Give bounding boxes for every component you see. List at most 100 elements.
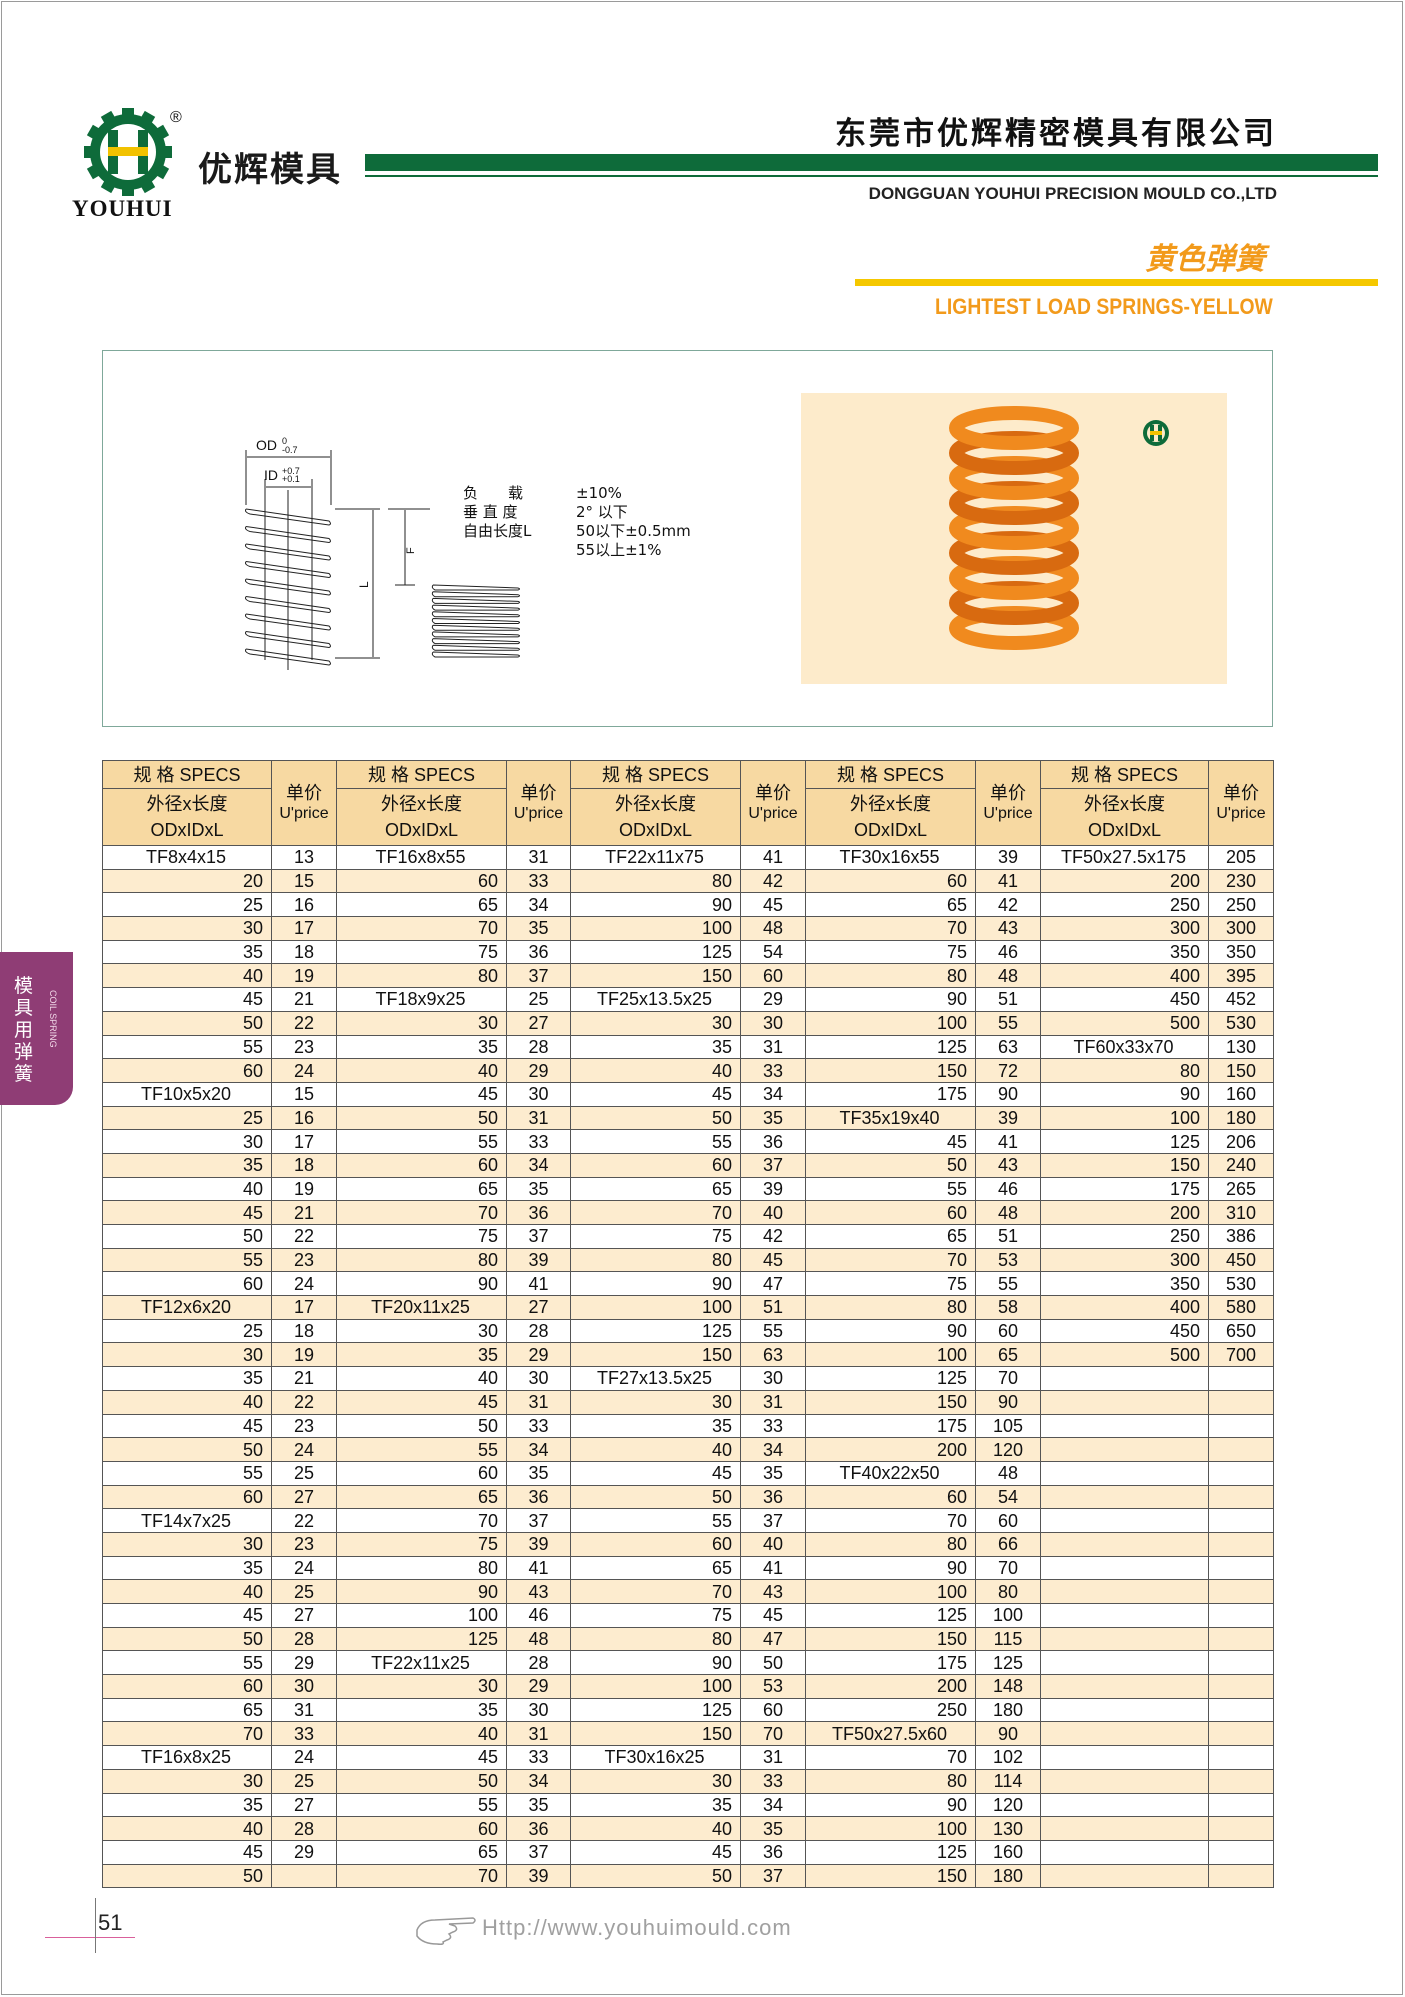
table-row: 20 15 60 33 80 42 60 41 200 230 xyxy=(102,868,1274,894)
price-cell: 45 xyxy=(740,1603,806,1628)
side-section-tab xyxy=(0,952,73,1105)
price-cell: 36 xyxy=(506,1816,571,1841)
price-cell: 39 xyxy=(975,1105,1041,1131)
spec-cell: 50 xyxy=(102,1863,272,1889)
price-cell: 19 xyxy=(271,1176,337,1202)
spec-cell: 70 xyxy=(336,916,507,941)
spec-cell: TF22x11x25 xyxy=(336,1650,507,1676)
price-cell: 130 xyxy=(1208,1034,1274,1060)
price-cell: 34 xyxy=(740,1437,806,1462)
spec-cell: 90 xyxy=(570,892,741,918)
spec-cell: 100 xyxy=(805,1010,976,1036)
price-cell: 160 xyxy=(1208,1081,1274,1107)
price-cell: 39 xyxy=(506,1863,571,1889)
price-cell: 54 xyxy=(740,939,806,965)
table-row: TF10x5x20 15 45 30 45 34 175 90 90 160 xyxy=(102,1081,1274,1107)
price-cell: 48 xyxy=(506,1626,571,1652)
dimension-header: 外径x长度 ODxIDxL xyxy=(102,788,272,846)
table-row: 35 24 80 41 65 41 90 70 xyxy=(102,1555,1274,1581)
price-cell: 29 xyxy=(506,1058,571,1083)
svg-text:OD: OD xyxy=(256,437,277,453)
svg-text:®: ® xyxy=(170,109,182,126)
spec-cell xyxy=(1040,1626,1209,1652)
spec-cell: 35 xyxy=(102,1555,272,1581)
spec-cell xyxy=(1040,1413,1209,1439)
svg-text:ID: ID xyxy=(264,467,278,483)
price-cell: 35 xyxy=(740,1460,806,1486)
spec-cell: 65 xyxy=(805,892,976,918)
table-row: 55 29 TF22x11x25 28 90 50 175 125 xyxy=(102,1650,1274,1676)
price-cell xyxy=(1208,1413,1274,1439)
spec-key: 垂 直 度 xyxy=(463,503,518,521)
spec-cell: TF50x27.5x60 xyxy=(805,1721,976,1747)
table-row: TF14x7x25 22 70 37 55 37 70 60 xyxy=(102,1508,1274,1533)
spec-cell: 55 xyxy=(102,1034,272,1060)
price-cell: 29 xyxy=(271,1839,337,1865)
spec-cell: 100 xyxy=(1040,1105,1209,1131)
company-name-cn: 东莞市优辉精密模具有限公司 xyxy=(835,116,1277,152)
spec-cell: 30 xyxy=(336,1010,507,1036)
spec-cell xyxy=(1040,1721,1209,1747)
spec-cell: 60 xyxy=(336,868,507,894)
price-cell: 27 xyxy=(271,1484,337,1510)
spec-cell: 125 xyxy=(805,1603,976,1628)
table-row: 25 16 65 34 90 45 65 42 250 250 xyxy=(102,892,1274,918)
price-cell: 51 xyxy=(740,1295,806,1320)
price-cell: 33 xyxy=(506,1129,571,1154)
price-cell: 37 xyxy=(740,1863,806,1889)
price-cell: 28 xyxy=(271,1816,337,1841)
spec-cell: TF16x8x25 xyxy=(102,1745,272,1770)
price-cell: 31 xyxy=(740,1389,806,1415)
spec-cell: 125 xyxy=(570,1697,741,1723)
svg-text:+0.7: +0.7 xyxy=(282,466,300,476)
price-cell: 30 xyxy=(271,1674,337,1699)
price-cell: 45 xyxy=(740,1247,806,1273)
spec-cell: 150 xyxy=(805,1389,976,1415)
spec-cell: 40 xyxy=(336,1721,507,1747)
price-cell: 60 xyxy=(740,963,806,989)
company-name-en: DONGGUAN YOUHUI PRECISION MOULD CO.,LTD xyxy=(868,184,1277,203)
table-row: 25 18 30 28 125 55 90 60 450 650 xyxy=(102,1318,1274,1344)
dimension-header: 外径x长度 ODxIDxL xyxy=(336,788,507,846)
price-cell: 31 xyxy=(506,1721,571,1747)
table-row: 65 31 35 30 125 60 250 180 xyxy=(102,1697,1274,1723)
price-cell: 42 xyxy=(975,892,1041,918)
spec-cell: TF12x6x20 xyxy=(102,1295,272,1320)
table-row: 50 22 75 37 75 42 65 51 250 386 xyxy=(102,1224,1274,1249)
price-cell xyxy=(1208,1603,1274,1628)
spec-cell: TF16x8x55 xyxy=(336,845,507,870)
youhui-logo: ® xyxy=(84,108,182,196)
price-cell xyxy=(1208,1745,1274,1770)
spec-cell: 150 xyxy=(570,1721,741,1747)
price-cell: 34 xyxy=(740,1081,806,1107)
price-cell: 24 xyxy=(271,1555,337,1581)
spec-cell: 65 xyxy=(570,1176,741,1202)
price-cell: 41 xyxy=(740,845,806,870)
price-cell: 16 xyxy=(271,892,337,918)
pointing-hand-icon xyxy=(416,1917,476,1945)
spec-cell xyxy=(1040,1768,1209,1794)
spec-cell: 30 xyxy=(336,1674,507,1699)
price-cell: 40 xyxy=(740,1200,806,1225)
spec-cell: 150 xyxy=(1040,1152,1209,1178)
specs-header: 规 格 SPECS xyxy=(570,760,741,789)
price-cell: 37 xyxy=(506,1508,571,1533)
spec-cell: 60 xyxy=(102,1674,272,1699)
spec-cell: 60 xyxy=(336,1460,507,1486)
svg-text:-0.7: -0.7 xyxy=(282,445,298,455)
spec-cell: TF35x19x40 xyxy=(805,1105,976,1131)
specs-header: 规 格 SPECS xyxy=(102,760,272,789)
category-yellow-line xyxy=(855,279,1378,286)
spec-cell: 60 xyxy=(336,1816,507,1841)
spec-cell: 80 xyxy=(570,868,741,894)
spec-cell: 125 xyxy=(570,939,741,965)
website-link[interactable]: Http://www.youhuimould.com xyxy=(482,1915,792,1940)
spec-cell: 75 xyxy=(336,939,507,965)
spec-cell: 55 xyxy=(102,1650,272,1676)
price-cell: 31 xyxy=(506,1105,571,1131)
spec-cell: 400 xyxy=(1040,963,1209,989)
spec-cell: 150 xyxy=(805,1058,976,1083)
spec-cell: 60 xyxy=(102,1484,272,1510)
spec-cell: 70 xyxy=(805,916,976,941)
spec-cell: 175 xyxy=(1040,1176,1209,1202)
